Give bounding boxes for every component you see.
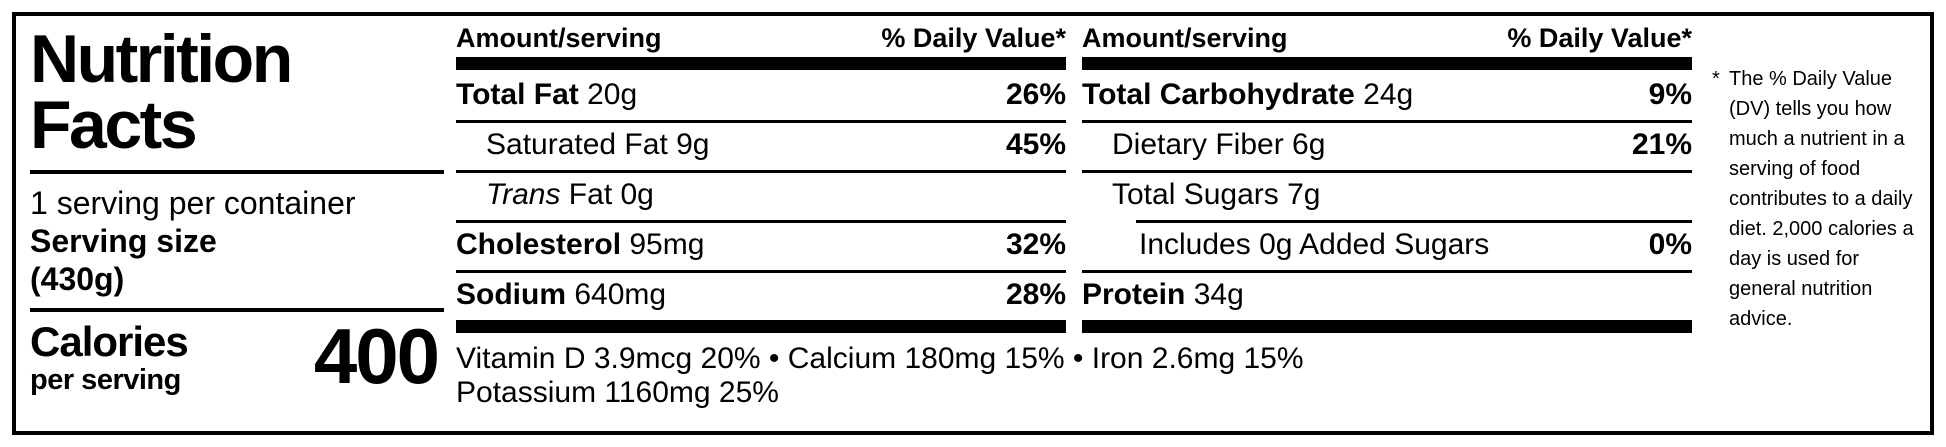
column-header: Amount/serving % Daily Value* [1082, 16, 1692, 57]
row-divider [456, 170, 1066, 173]
nutrient-column-1: Amount/serving % Daily Value* Total Fat … [456, 16, 1066, 333]
nutrient-name: Total Carbohydrate 24g [1082, 78, 1414, 111]
calories-labels: Calories per serving [30, 318, 189, 396]
title-line-1: Nutrition [30, 21, 293, 97]
row-divider [1082, 270, 1692, 273]
calories-label: Calories [30, 318, 189, 365]
micronutrients-line-2: Potassium 1160mg 25% [456, 376, 779, 409]
row-divider [456, 270, 1066, 273]
nutrient-name: Trans Fat 0g [486, 178, 654, 211]
row-saturated-fat: Saturated Fat 9g 45% [456, 120, 1066, 170]
nutrient-columns: Amount/serving % Daily Value* Total Fat … [456, 16, 1692, 333]
thick-bar [456, 57, 1066, 70]
daily-value-header: % Daily Value* [1507, 23, 1692, 53]
nutrient-name: Protein 34g [1082, 278, 1244, 311]
nutrient-name: Dietary Fiber 6g [1112, 128, 1326, 161]
row-protein: Protein 34g [1082, 270, 1692, 320]
title-line-2: Facts [30, 87, 198, 163]
divider [30, 308, 444, 312]
row-cholesterol: Cholesterol 95mg 32% [456, 220, 1066, 270]
daily-value: 45% [1005, 128, 1066, 161]
daily-value: 21% [1631, 128, 1692, 161]
servings-per-container: 1 serving per container [30, 185, 356, 221]
footnote-asterisk: * [1712, 68, 1720, 90]
row-total-sugars: Total Sugars 7g [1082, 170, 1692, 220]
daily-value: 9% [1648, 78, 1692, 111]
thick-bar [456, 320, 1066, 333]
daily-value-header: % Daily Value* [881, 23, 1066, 53]
row-divider [1082, 120, 1692, 123]
footnote-text: The % Daily Value (DV) tells you how muc… [1729, 68, 1914, 330]
thick-bar [1082, 320, 1692, 333]
nutrient-name: Includes 0g Added Sugars [1139, 228, 1490, 261]
footnote-panel: * The % Daily Value (DV) tells you how m… [1692, 16, 1941, 431]
row-divider [456, 120, 1066, 123]
row-total-fat: Total Fat 20g 26% [456, 70, 1066, 120]
column-header: Amount/serving % Daily Value* [456, 16, 1066, 57]
row-dietary-fiber: Dietary Fiber 6g 21% [1082, 120, 1692, 170]
daily-value: 32% [1005, 228, 1066, 261]
row-trans-fat: Trans Fat 0g [456, 170, 1066, 220]
nutrient-name: Total Fat 20g [456, 78, 638, 111]
row-divider [1082, 170, 1692, 173]
serving-size-label: Serving size [30, 223, 217, 259]
calories-sublabel: per serving [30, 364, 181, 396]
row-added-sugars: Includes 0g Added Sugars 0% [1082, 220, 1692, 270]
row-total-carbohydrate: Total Carbohydrate 24g 9% [1082, 70, 1692, 120]
nutrients-panel: Amount/serving % Daily Value* Total Fat … [456, 16, 1692, 431]
calories-value: 400 [313, 312, 440, 400]
label-border-box: Nutrition Facts 1 serving per container … [12, 12, 1934, 435]
serving-size-value: (430g) [30, 261, 125, 297]
nutrient-name: Cholesterol 95mg [456, 228, 705, 261]
amount-serving-header: Amount/serving [456, 23, 662, 53]
daily-value: 28% [1005, 278, 1066, 311]
daily-value: 26% [1005, 78, 1066, 111]
label-title: Nutrition Facts [30, 21, 444, 163]
micronutrients: Vitamin D 3.9mcg 20% • Calcium 180mg 15%… [456, 342, 1692, 410]
divider [30, 170, 444, 174]
nutrient-name: Sodium 640mg [456, 278, 667, 311]
nutrient-column-2: Amount/serving % Daily Value* Total Carb… [1082, 16, 1692, 333]
left-panel: Nutrition Facts 1 serving per container … [16, 16, 456, 431]
thick-bar [1082, 57, 1692, 70]
row-divider [456, 220, 1066, 223]
nutrient-name: Saturated Fat 9g [486, 128, 710, 161]
row-sodium: Sodium 640mg 28% [456, 270, 1066, 320]
amount-serving-header: Amount/serving [1082, 23, 1288, 53]
daily-value: 0% [1648, 228, 1692, 261]
calories-row: Calories per serving 400 [30, 312, 444, 400]
micronutrients-line-1: Vitamin D 3.9mcg 20% • Calcium 180mg 15%… [456, 342, 1304, 375]
nutrient-name: Total Sugars 7g [1112, 178, 1321, 211]
row-divider-indented [1136, 220, 1692, 223]
